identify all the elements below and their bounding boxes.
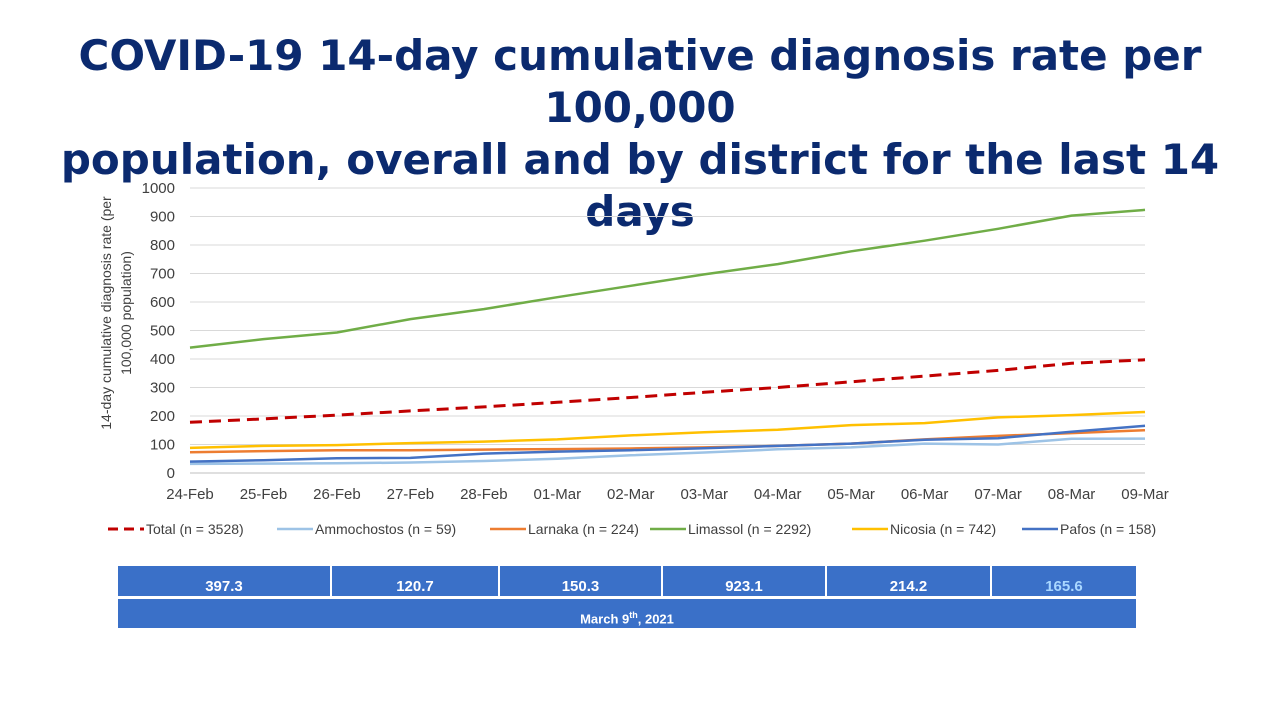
summary-value-total: 397.3 [118,566,332,596]
x-tick-label: 06-Mar [901,486,949,503]
x-tick-label: 09-Mar [1121,486,1169,503]
x-tick-label: 28-Feb [460,486,508,503]
y-axis-ticks: 0 100 200 300 400 500 600 700 800 900 1000 [142,180,175,482]
y-tick-label: 400 [150,351,175,368]
x-axis-ticks: 24-Feb 25-Feb 26-Feb 27-Feb 28-Feb 01-Mar 02-M… [166,486,1169,503]
x-tick-label: 27-Feb [387,486,435,503]
summary-value-larnaka: 150.3 [500,566,663,596]
y-tick-label: 900 [150,209,175,226]
y-tick-label: 700 [150,266,175,283]
summary-value-limassol: 923.1 [663,566,827,596]
x-tick-label: 25-Feb [240,486,288,503]
series-line [189,424,1146,463]
x-tick-label: 07-Mar [974,486,1022,503]
x-tick-label: 26-Feb [313,486,361,503]
y-axis-label-line-2: 100,000 population) [118,251,134,375]
legend-label: Ammochostos (n = 59) [315,521,456,537]
summary-value-ammochostos: 120.7 [332,566,500,596]
y-tick-label: 600 [150,294,175,311]
summary-date-main: March 9 [580,611,630,626]
y-tick-label: 800 [150,237,175,254]
series-lines [189,208,1146,466]
y-tick-label: 100 [150,437,175,454]
legend-label: Total (n = 3528) [146,521,244,537]
series-line [189,410,1146,450]
series-line [189,437,1146,466]
title-line-1: COVID-19 14-day cumulative diagnosis rat… [78,31,1202,132]
summary-values-row: 397.3 120.7 150.3 923.1 214.2 165.6 [118,566,1136,596]
summary-value-pafos: 165.6 [992,566,1136,596]
y-tick-label: 0 [167,465,175,482]
summary-value-nicosia: 214.2 [827,566,992,596]
legend-label: Nicosia (n = 742) [890,521,996,537]
gridlines [190,187,1145,474]
summary-date-row: March 9th, 2021 [118,599,1136,628]
y-tick-label: 500 [150,323,175,340]
x-tick-label: 03-Mar [680,486,728,503]
y-axis-label-line-1: 14-day cumulative diagnosis rate (per [98,196,114,430]
legend: Total (n = 3528) Ammochostos (n = 59) Larn… [108,521,1156,537]
summary-table: 397.3 120.7 150.3 923.1 214.2 165.6 Marc… [118,566,1136,628]
summary-date-year: , 2021 [637,611,674,626]
y-tick-label: 300 [150,380,175,397]
legend-label: Larnaka (n = 224) [528,521,639,537]
x-tick-label: 01-Mar [534,486,582,503]
series-line [189,208,1146,349]
x-tick-label: 05-Mar [827,486,875,503]
summary-date-suffix: th [629,609,638,620]
x-tick-label: 24-Feb [166,486,214,503]
legend-label: Pafos (n = 158) [1060,521,1156,537]
y-tick-label: 1000 [142,180,175,197]
legend-label: Limassol (n = 2292) [688,521,811,537]
title-line-2: population, overall and by district for … [60,135,1220,236]
x-tick-label: 02-Mar [607,486,655,503]
chart-title: COVID-19 14-day cumulative diagnosis rat… [0,30,1280,238]
summary-date: March 9th, 2021 [580,610,674,626]
series-line [189,358,1146,424]
y-tick-label: 200 [150,408,175,425]
x-tick-label: 04-Mar [754,486,802,503]
x-tick-label: 08-Mar [1048,486,1096,503]
